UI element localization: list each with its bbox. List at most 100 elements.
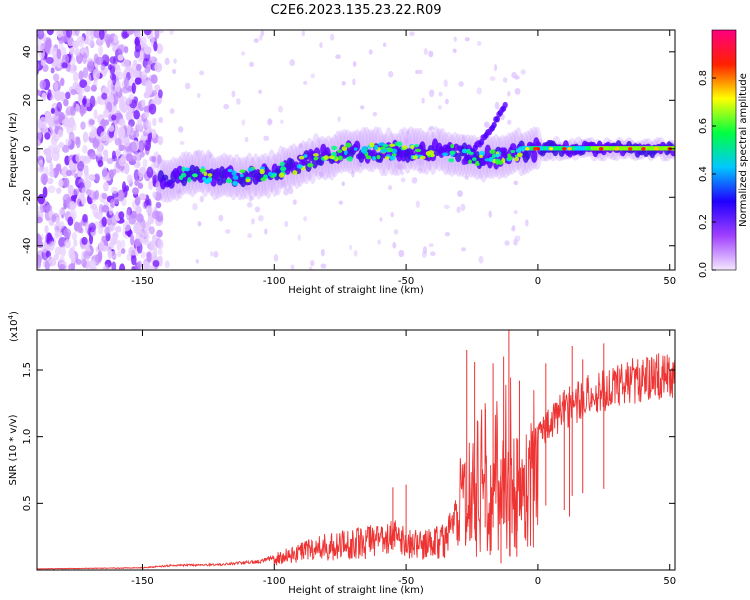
heatmap-noise-cell	[152, 174, 159, 184]
heatmap-noise-cell	[92, 191, 97, 201]
heatmap-hot-cell	[450, 143, 455, 149]
heatmap-speck	[341, 81, 346, 86]
heatmap-noise-cell	[52, 144, 61, 155]
heatmap-noise-cell	[47, 115, 53, 128]
heatmap-noise-cell	[101, 118, 106, 128]
heatmap-hot-cell	[337, 155, 343, 161]
heatmap-noise-cell	[128, 214, 137, 225]
heatmap-noise-cell	[116, 239, 122, 252]
spectrogram-x-tick-label: -50	[398, 276, 414, 287]
heatmap-noise-cell	[44, 225, 49, 234]
heatmap-noise-cell	[104, 153, 109, 162]
spectrogram-x-tick-label: -100	[263, 276, 286, 287]
heatmap-speck	[411, 177, 418, 184]
heatmap-hot-cell	[361, 146, 367, 151]
heatmap-noise-cell	[123, 220, 131, 232]
heatmap-noise-cell	[64, 91, 71, 100]
heatmap-noise-cell	[76, 35, 85, 44]
heatmap-core-cell	[593, 146, 597, 151]
heatmap-noise-cell	[58, 236, 67, 248]
heatmap-noise-cell	[69, 160, 74, 171]
heatmap-hot-cell	[472, 157, 477, 161]
heatmap-noise-cell	[131, 82, 136, 94]
heatmap-speck	[398, 249, 405, 258]
heatmap-speck	[488, 210, 492, 218]
heatmap-noise-cell	[136, 119, 143, 132]
heatmap-speck	[289, 59, 295, 67]
heatmap-noise-cell	[79, 227, 84, 234]
heatmap-noise-cell	[144, 47, 152, 55]
heatmap-core-cell	[664, 146, 668, 151]
snr-scale-exponent: 4	[7, 314, 15, 319]
heatmap-noise-cell	[148, 180, 154, 191]
heatmap-speck	[172, 68, 177, 75]
heatmap-noise-cell	[129, 247, 137, 256]
heatmap-noise-cell	[155, 201, 162, 209]
heatmap-noise-cell	[132, 59, 138, 66]
heatmap-speck	[193, 149, 200, 156]
heatmap-speck	[199, 70, 205, 76]
heatmap-hot-cell	[374, 144, 379, 151]
heatmap-noise-cell	[74, 30, 80, 37]
heatmap-noise-cell	[134, 39, 141, 46]
heatmap-speck	[164, 57, 170, 66]
heatmap-noise-cell	[58, 141, 65, 149]
heatmap-hot-cell	[292, 170, 298, 176]
heatmap-hot-cell	[239, 169, 246, 174]
heatmap-hot-cell	[495, 159, 500, 165]
heatmap-noise-cell	[132, 130, 140, 138]
heatmap-noise-cell	[72, 71, 80, 83]
heatmap-noise-cell	[140, 36, 147, 46]
heatmap-hot-cell	[303, 154, 308, 158]
heatmap-speck	[303, 216, 308, 222]
colorbar: 0.0 0.2 0.4 0.6 0.8 Normalized spectral ampl…	[698, 29, 749, 278]
heatmap-speck	[341, 181, 345, 187]
heatmap-noise-cell	[60, 92, 66, 102]
heatmap-speck	[292, 199, 297, 205]
heatmap-hot-cell	[346, 156, 353, 162]
heatmap-speck	[352, 78, 356, 86]
heatmap-speck	[351, 170, 355, 178]
heatmap-hot-cell	[298, 155, 305, 160]
heatmap-noise-cell	[70, 63, 77, 74]
heatmap-hot-cell	[448, 158, 455, 163]
heatmap-hot-cell	[232, 175, 239, 180]
heatmap-noise-cell	[96, 146, 103, 158]
heatmap-noise-cell	[89, 131, 97, 139]
heatmap-core-cell	[603, 146, 607, 151]
heatmap-noise-cell	[60, 77, 65, 87]
heatmap-noise-cell	[111, 114, 117, 121]
heatmap-hot-cell	[379, 146, 386, 151]
heatmap-hot-cell	[468, 159, 473, 165]
heatmap-noise-cell	[137, 260, 142, 269]
heatmap-noise-cell	[112, 232, 118, 242]
heatmap-peak-cell	[641, 146, 646, 151]
snr-series-line	[37, 353, 675, 570]
heatmap-noise-cell	[144, 111, 149, 119]
heatmap-noise-cell	[67, 184, 74, 195]
heatmap-speck	[352, 61, 357, 67]
heatmap-speck	[310, 259, 315, 267]
heatmap-noise-cell	[151, 210, 160, 220]
heatmap-noise-cell	[48, 219, 53, 226]
heatmap-speck	[461, 134, 466, 142]
spectrogram-frame	[36, 29, 676, 271]
heatmap-speck	[382, 42, 387, 48]
heatmap-noise-cell	[118, 211, 125, 220]
heatmap-peak-cell	[598, 146, 604, 151]
heatmap-speck	[353, 249, 358, 257]
heatmap-noise-cell	[140, 250, 146, 259]
heatmap-noise-cell	[126, 97, 133, 105]
spectrogram-x-tick-label: 50	[663, 276, 676, 287]
heatmap-noise-cell	[61, 62, 68, 69]
snr-scale-label: (x104)	[7, 311, 20, 342]
heatmap-hot-cell	[442, 152, 449, 157]
heatmap-speck	[253, 38, 259, 43]
heatmap-noise-cell	[123, 77, 129, 89]
colorbar-tick-label: 0.0	[698, 262, 709, 278]
heatmap-hot-cell	[184, 167, 190, 172]
heatmap-hot-cell	[369, 142, 375, 148]
heatmap-hot-cell	[307, 163, 314, 168]
heatmap-noise-cell	[61, 54, 70, 64]
heatmap-noise-cell	[101, 192, 108, 200]
